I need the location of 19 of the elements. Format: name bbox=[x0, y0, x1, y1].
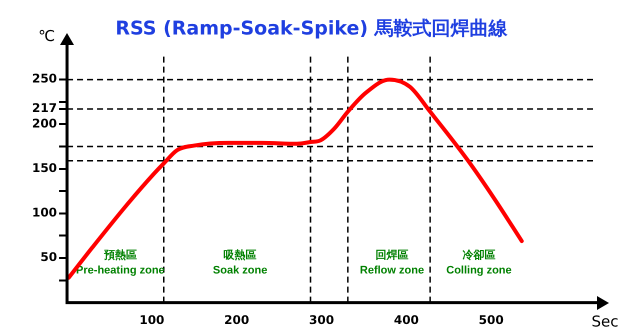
chart-title: RSS (Ramp-Soak-Spike) 馬鞍式回焊曲線 bbox=[115, 17, 509, 40]
y-tick-label: 100 bbox=[32, 206, 58, 220]
x-tick-label: 200 bbox=[224, 312, 250, 327]
y-tick-label: 250 bbox=[32, 72, 58, 86]
x-axis-title: Sec bbox=[592, 312, 618, 331]
line-series bbox=[67, 78, 524, 280]
y-tick-label: 50 bbox=[40, 250, 58, 264]
annotation: 吸熱區 Soak zone bbox=[212, 248, 268, 277]
annotation: 冷卻區 Colling zone bbox=[446, 248, 512, 277]
annotation: 回焊區 Reflow zone bbox=[360, 248, 424, 277]
x-tick-label: 100 bbox=[139, 312, 164, 327]
x-tick-label: 300 bbox=[309, 312, 334, 327]
y-tick-label: 217 bbox=[32, 101, 58, 116]
y-tick-label: 150 bbox=[32, 160, 58, 175]
annotation: 預熱區 Pre-heating zone bbox=[76, 248, 165, 277]
x-tick-label: 500 bbox=[478, 312, 504, 327]
y-tick-label: 200 bbox=[32, 116, 58, 130]
x-tick-label: 400 bbox=[394, 312, 419, 327]
y-axis-title: ℃ bbox=[38, 26, 56, 45]
